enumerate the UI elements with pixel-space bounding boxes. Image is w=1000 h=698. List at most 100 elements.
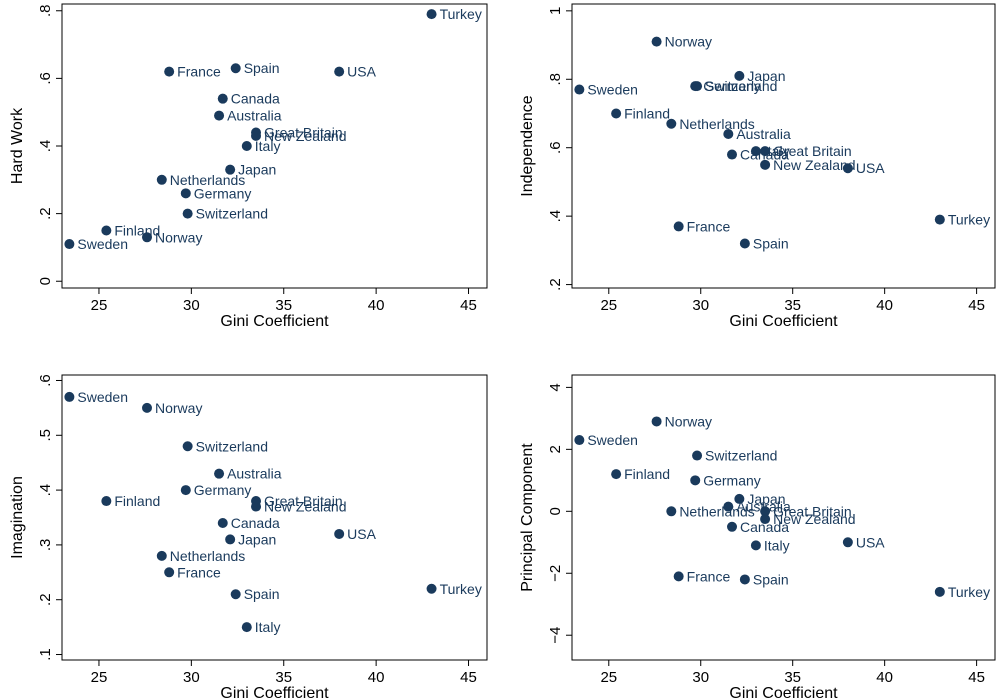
y-tick-label: 4	[547, 383, 564, 391]
data-point	[934, 586, 945, 597]
point-label: Germany	[194, 185, 252, 201]
point-label: Turkey	[440, 581, 482, 597]
y-tick-label: .4	[37, 484, 54, 497]
data-point	[230, 63, 241, 74]
data-point	[142, 402, 152, 413]
point-label: Norway	[665, 413, 712, 429]
data-point	[734, 70, 745, 81]
y-axis-label: Independence	[519, 95, 536, 197]
y-tick-label: .8	[37, 5, 54, 18]
chart-panel-1: 25 30 35 40 45 0 .2 .4 .6 .8 Gini Coefficient Hard …	[9, 3, 488, 330]
x-tick-label: 35	[275, 297, 292, 314]
point-label: USA	[347, 64, 376, 80]
point-label: Switzerland	[196, 206, 268, 222]
x-tick-label: 25	[91, 297, 108, 314]
data-point	[101, 496, 112, 507]
point-label: France	[687, 218, 731, 234]
data-point	[230, 589, 241, 600]
point-label: USA	[856, 534, 885, 550]
point-label: Italy	[255, 619, 281, 635]
x-tick-label: 40	[368, 669, 385, 686]
data-point	[214, 468, 225, 479]
y-tick-label: .2	[547, 278, 564, 291]
data-point	[723, 129, 734, 140]
y-tick-label: 0	[37, 277, 54, 285]
data-point	[666, 506, 677, 517]
point-label: Canada	[231, 515, 280, 531]
x-axis-label: Gini Coefficient	[220, 313, 329, 330]
data-point	[164, 567, 175, 578]
y-tick-label: .2	[37, 207, 54, 220]
point-label: France	[177, 564, 221, 580]
data-point	[101, 225, 112, 236]
point-label: Japan	[747, 68, 785, 84]
y-tick-label: .6	[547, 141, 564, 154]
y-tick-label: .6	[37, 374, 54, 387]
point-label: Great Britain	[773, 143, 852, 159]
point-label: Turkey	[948, 212, 990, 228]
x-tick-label: 30	[183, 297, 200, 314]
point-label: Spain	[753, 236, 789, 252]
data-point	[214, 110, 225, 121]
x-tick-label: 45	[968, 669, 985, 686]
data-point	[164, 66, 175, 77]
point-label: Great Britain	[264, 124, 343, 140]
data-point	[760, 514, 771, 525]
x-tick-label: 30	[183, 669, 200, 686]
y-axis-label: Hard Work	[9, 107, 26, 184]
y-tick-label: .4	[547, 210, 564, 223]
data-point	[611, 469, 622, 480]
data-point	[739, 238, 750, 249]
x-tick-label: 45	[460, 669, 477, 686]
x-axis-label: Gini Coefficient	[729, 685, 838, 698]
point-label: Netherlands	[170, 548, 246, 564]
point-label: Italy	[764, 143, 790, 159]
data-point	[574, 435, 585, 446]
x-tick-label: 45	[460, 297, 477, 314]
point-label: Sweden	[587, 432, 638, 448]
point-label: USA	[856, 160, 885, 176]
point-label: Norway	[155, 400, 202, 416]
x-tick-label: 45	[968, 297, 985, 314]
point-label: Turkey	[440, 6, 482, 22]
data-point	[334, 66, 345, 77]
data-point	[842, 537, 853, 548]
point-label: Switzerland	[705, 78, 777, 94]
point-label: Sweden	[587, 82, 638, 98]
data-point	[182, 208, 193, 219]
data-point	[142, 232, 152, 243]
point-label: Spain	[244, 60, 280, 76]
data-point	[727, 149, 738, 160]
data-point	[574, 84, 585, 95]
y-tick-label: −4	[547, 627, 564, 644]
data-point	[225, 164, 236, 175]
point-label: Australia	[227, 108, 282, 124]
y-tick-label: .4	[37, 140, 54, 153]
x-tick-label: 25	[600, 669, 617, 686]
x-tick-label: 25	[91, 669, 108, 686]
x-tick-label: 40	[876, 297, 893, 314]
point-label: Spain	[753, 571, 789, 587]
data-point	[750, 540, 761, 551]
data-point	[651, 416, 662, 427]
point-label: Germany	[194, 482, 252, 498]
data-point	[251, 130, 262, 141]
y-tick-label: 1	[547, 7, 564, 15]
point-label: France	[177, 64, 221, 80]
y-axis-label: Principal Component	[519, 443, 536, 592]
x-axis-label: Gini Coefficient	[220, 685, 329, 698]
data-point	[426, 9, 437, 20]
x-tick-label: 25	[600, 297, 617, 314]
point-label: France	[687, 568, 731, 584]
y-tick-label: 0	[547, 507, 564, 515]
data-point	[760, 146, 771, 157]
y-tick-label: −2	[547, 565, 564, 582]
chart-panel-3: 25 30 35 40 45 .1 .2 .3 .4 .5 .6 Gini Coefficient Im…	[9, 374, 488, 698]
plot-frame	[571, 374, 996, 661]
data-point	[156, 550, 167, 561]
point-label: Netherlands	[679, 116, 755, 132]
point-label: Sweden	[77, 389, 128, 405]
data-point	[180, 188, 191, 199]
point-label: New Zealand	[773, 157, 856, 173]
